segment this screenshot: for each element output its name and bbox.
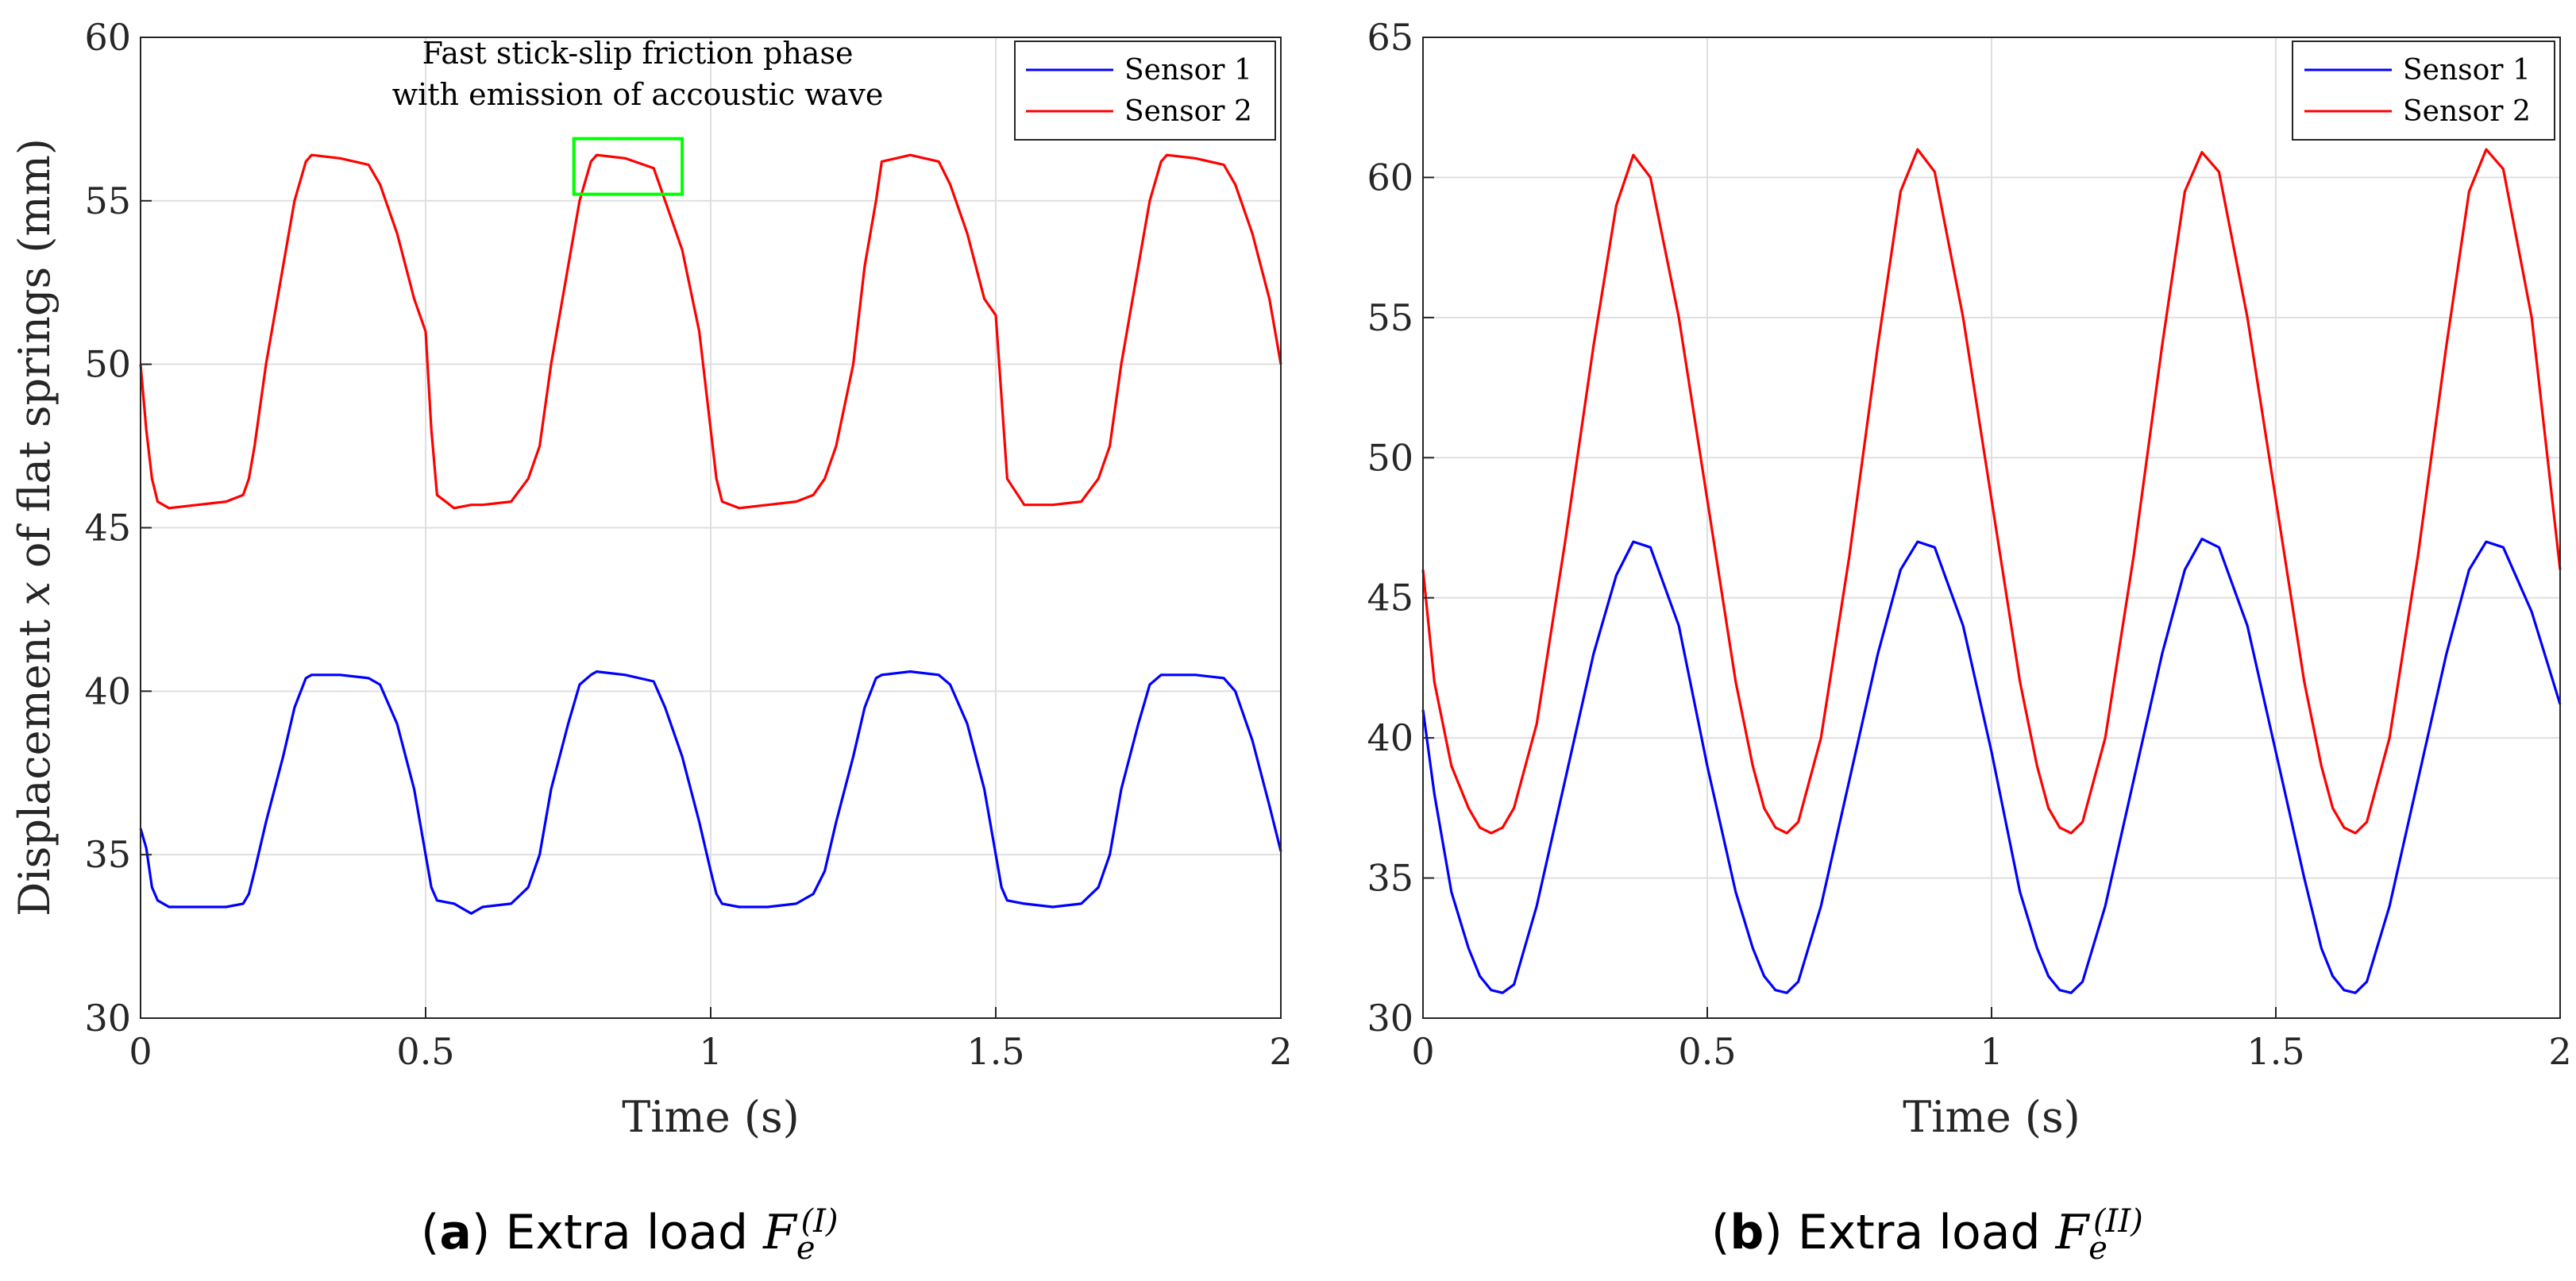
y-tick-label-b: 45 (1367, 577, 1413, 619)
caption-a-sub: e (796, 1230, 816, 1267)
caption-a-label: a (439, 1205, 472, 1260)
legend-b: Sensor 1 Sensor 2 (2292, 41, 2555, 141)
legend-label-a-sensor-1: Sensor 1 (1124, 54, 1252, 87)
series-line-a-sensor-1 (139, 669, 1282, 915)
caption-b-label: b (1730, 1205, 1764, 1260)
series-line-a-sensor-2 (139, 153, 1282, 510)
y-tick-label-a: 45 (84, 507, 131, 550)
series-line-b-sensor-1 (1421, 537, 2562, 994)
x-tick-label-b: 1.5 (2246, 1030, 2304, 1073)
legend-label-b-sensor-1: Sensor 1 (2403, 54, 2531, 87)
x-tick-label-b: 0.5 (1678, 1030, 1736, 1073)
caption-a-text: Extra load (505, 1205, 764, 1260)
caption-b-sup: (II) (2092, 1203, 2143, 1240)
legend-a: Sensor 1 Sensor 2 (1014, 41, 1276, 141)
y-axis-label-a: Displacement x of flat springs (mm) (10, 138, 60, 916)
x-axis-label-b: Time (s) (1903, 1092, 2080, 1142)
caption-b-sub: e (2088, 1230, 2107, 1267)
panel-b: 0 0.5 1 1.5 2 30 35 40 45 50 55 60 65 Time (s) Senso… (1367, 16, 2571, 1142)
y-tick-label-a: 35 (84, 833, 131, 876)
caption-a-var: F (763, 1205, 796, 1260)
y-tick-label-b: 35 (1367, 857, 1413, 900)
legend-label-b-sensor-2: Sensor 2 (2403, 95, 2531, 128)
x-tick-label-a: 0 (129, 1030, 152, 1073)
y-tick-label-b: 50 (1367, 436, 1413, 479)
grid-a (140, 37, 1282, 1019)
ticks-a: 0 0.5 1 1.5 2 30 35 40 45 50 55 60 (84, 16, 1292, 1073)
y-tick-label-a: 60 (84, 16, 131, 59)
caption-a: (a) Extra load Fe(I) (421, 1203, 839, 1267)
y-tick-label-a: 30 (84, 997, 131, 1040)
y-tick-label-b: 60 (1367, 156, 1413, 199)
x-tick-label-a: 2 (1269, 1030, 1292, 1073)
x-tick-label-b: 0 (1411, 1030, 1434, 1073)
y-tick-label-b: 40 (1367, 716, 1413, 759)
legend-box-a (1014, 41, 1276, 141)
y-tick-label-b: 30 (1367, 997, 1413, 1040)
y-tick-label-b: 65 (1367, 16, 1413, 59)
x-tick-label-a: 1 (699, 1030, 722, 1073)
series-line-b-sensor-2 (1421, 148, 2562, 835)
annotation-highlight-box (572, 137, 684, 196)
caption-b: (b) Extra load Fe(II) (1711, 1203, 2143, 1267)
panel-a: 0 0.5 1 1.5 2 30 35 40 45 50 55 60 Time (s) Displac… (10, 16, 1293, 1142)
caption-a-sup: (I) (800, 1203, 839, 1240)
legend-label-a-sensor-2: Sensor 2 (1124, 95, 1252, 128)
y-tick-label-a: 55 (84, 179, 131, 222)
annotation-line-1: Fast stick-slip friction phase (422, 36, 854, 71)
x-tick-label-a: 0.5 (396, 1030, 454, 1073)
caption-b-text: Extra load (1797, 1205, 2056, 1260)
ticks-b: 0 0.5 1 1.5 2 30 35 40 45 50 55 60 65 (1367, 16, 2571, 1073)
series-group-a (139, 153, 1282, 915)
caption-b-var: F (2055, 1205, 2089, 1260)
y-tick-label-a: 50 (84, 343, 131, 386)
legend-box-b (2292, 41, 2555, 141)
series-group-b (1421, 148, 2562, 994)
x-axis-label-a: Time (s) (622, 1092, 799, 1142)
y-tick-label-a: 40 (84, 669, 131, 712)
x-tick-label-a: 1.5 (966, 1030, 1024, 1073)
x-tick-label-b: 1 (1980, 1030, 2003, 1073)
y-tick-label-b: 55 (1367, 296, 1413, 339)
x-tick-label-b: 2 (2548, 1030, 2571, 1073)
annotation-line-2: with emission of accoustic wave (392, 77, 884, 112)
